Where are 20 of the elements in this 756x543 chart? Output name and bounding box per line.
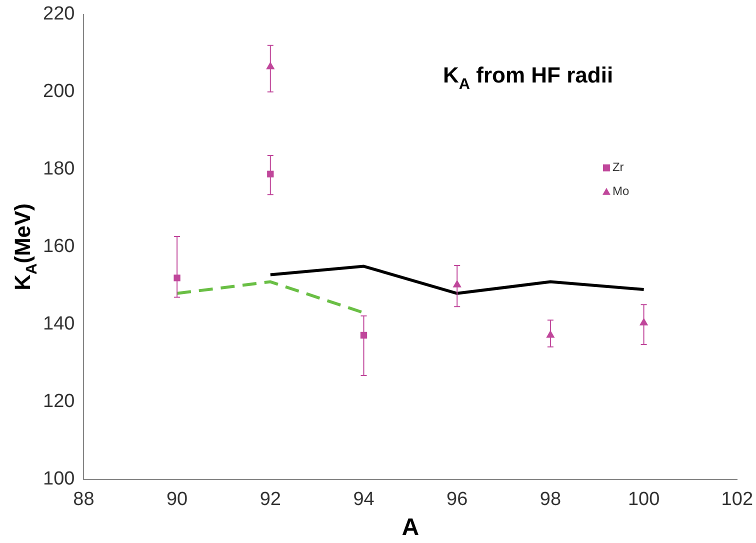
y-tick-label: 220: [43, 4, 75, 25]
y-tick-label: 120: [43, 391, 75, 412]
x-tick-label: 90: [166, 489, 188, 510]
y-tick-label: 160: [43, 236, 75, 258]
x-tick-label: 88: [73, 489, 94, 510]
x-axis-title: A: [402, 514, 420, 542]
y-axis-title: KA(MeV): [10, 203, 41, 290]
legend-label: Zr: [612, 160, 624, 174]
x-tick-label: 94: [353, 489, 375, 510]
y-tick-label: 200: [43, 81, 75, 102]
x-tick-label: 96: [446, 489, 468, 510]
y-tick-label: 140: [43, 314, 75, 335]
x-tick-label: 92: [260, 489, 281, 510]
x-tick-label: 102: [721, 489, 753, 510]
y-tick-label: 180: [43, 158, 75, 180]
x-tick-label: 98: [540, 489, 562, 510]
legend-label: Mo: [612, 184, 630, 198]
y-tick-label: 100: [43, 468, 75, 490]
point: [174, 274, 180, 282]
x-tick-label: 100: [628, 489, 660, 510]
